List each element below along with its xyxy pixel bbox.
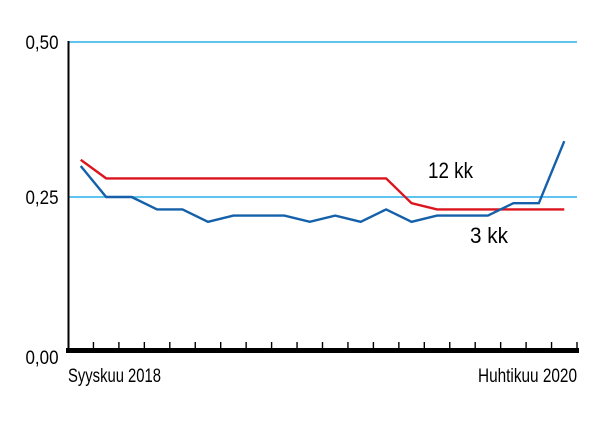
x-axis-ticks [92,342,578,349]
y-tick-label-050: 0,50 [26,33,59,54]
series-label-3kk: 3 kk [470,223,509,248]
series-line-3kk [79,140,566,224]
series-label-12kk: 12 kk [428,158,474,183]
series-line-12kk [80,158,565,211]
y-tick-label-000: 0,00 [26,348,59,369]
y-tick-label-025: 0,25 [26,188,59,209]
x-axis-end-label: Huhtikuu 2020 [478,366,577,387]
x-axis-start-label: Syyskuu 2018 [68,366,161,387]
x-axis [66,348,579,353]
